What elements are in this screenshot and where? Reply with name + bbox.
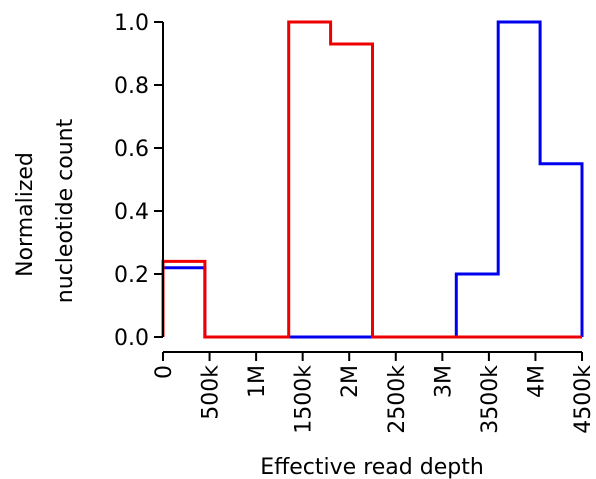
x-tick-label: 4500k bbox=[571, 365, 596, 434]
x-tick-label: 4M bbox=[524, 365, 549, 398]
x-tick-label: 1M bbox=[245, 365, 270, 398]
y-axis-title-line-1: Normalized bbox=[13, 152, 38, 277]
x-tick-label: 2500k bbox=[385, 365, 410, 434]
x-tick-label: 1500k bbox=[292, 365, 317, 434]
y-tick-label: 1.0 bbox=[114, 11, 149, 36]
y-axis-title-line-2: nucleotide count bbox=[53, 118, 78, 303]
y-axis-title: Normalized nucleotide count bbox=[13, 118, 78, 303]
x-tick-label: 2M bbox=[338, 365, 363, 398]
x-tick-label: 0 bbox=[152, 365, 177, 379]
series-2-line bbox=[161, 20, 582, 339]
y-tick-label: 0.0 bbox=[114, 326, 149, 351]
axes-layer bbox=[162, 22, 582, 353]
x-ticks: 0 500k 1M 1500k 2M 2500k 3M 3500k 4M 4500k bbox=[152, 352, 596, 434]
y-ticks: 0.0 0.2 0.4 0.6 0.8 1.0 bbox=[114, 11, 163, 351]
x-tick-label: 500k bbox=[199, 365, 224, 420]
x-axis-title: Effective read depth bbox=[260, 455, 484, 479]
y-tick-label: 0.6 bbox=[114, 137, 149, 162]
series-layer bbox=[161, 20, 584, 339]
y-tick-label: 0.4 bbox=[114, 200, 149, 225]
x-tick-label: 3500k bbox=[478, 365, 503, 434]
y-tick-label: 0.2 bbox=[114, 263, 149, 288]
x-tick-label: 3M bbox=[431, 365, 456, 398]
y-tick-label: 0.8 bbox=[114, 74, 149, 99]
